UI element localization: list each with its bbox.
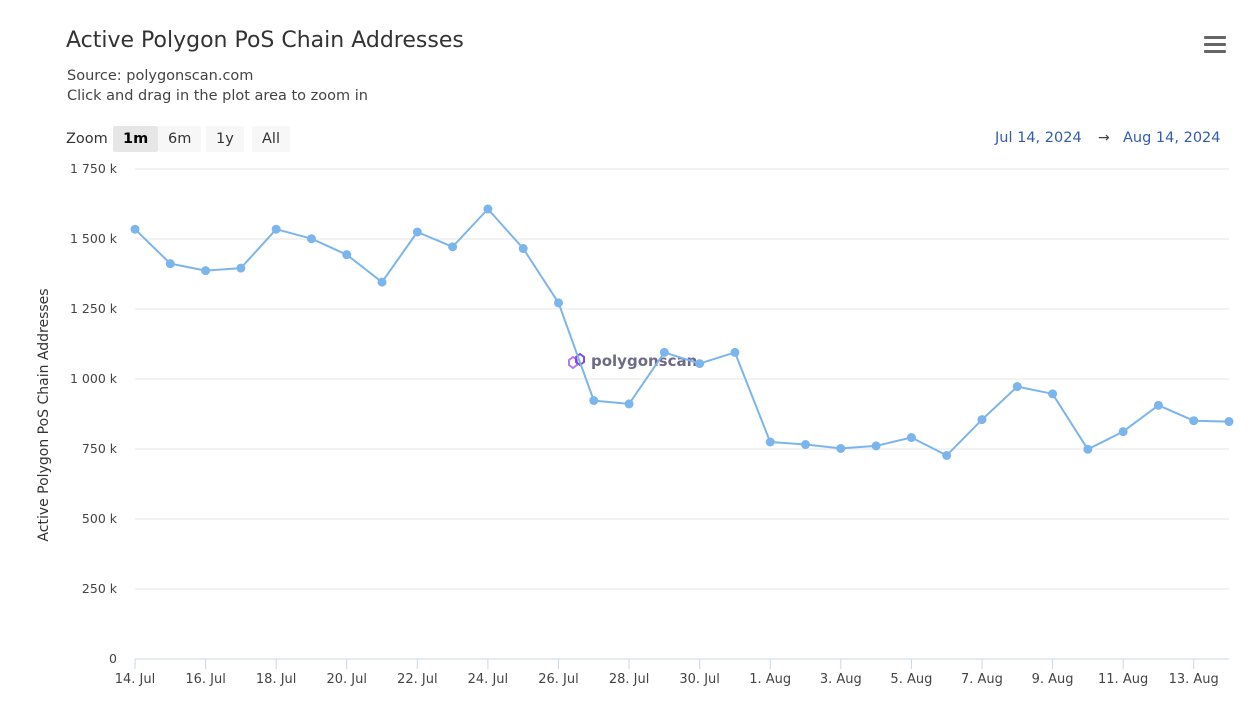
x-axis: 14. Jul 16. Jul 18. Jul 20. Jul 22. Jul 24. J…: [115, 659, 1219, 687]
x-tick-label: 28. Jul: [609, 672, 650, 687]
data-point[interactable]: [448, 242, 458, 252]
x-tick-label: 24. Jul: [468, 672, 509, 687]
zoom-button-6m[interactable]: 6m: [158, 126, 202, 152]
zoom-label: Zoom: [66, 131, 108, 147]
x-tick-label: 22. Jul: [397, 672, 438, 687]
polygon-logo-icon: [568, 352, 585, 370]
data-point[interactable]: [377, 277, 387, 287]
range-arrow: →: [1098, 130, 1110, 146]
data-point[interactable]: [412, 227, 422, 237]
y-tick-label: 1 500 k: [70, 231, 118, 246]
data-point[interactable]: [553, 298, 563, 308]
x-tick-label: 13. Aug: [1169, 672, 1219, 687]
grid-lines: [135, 168, 1229, 660]
series-line: [134, 208, 1230, 457]
y-axis: 0 250 k 500 k 750 k 1 000 k 1 250 k 1 500 k 1 7…: [70, 161, 118, 666]
zoom-button-1m[interactable]: 1m: [113, 126, 159, 152]
chart-source: Source: polygonscan.com: [67, 68, 254, 84]
x-tick-label: 20. Jul: [326, 672, 367, 687]
y-tick-label: 750 k: [82, 441, 118, 456]
data-point[interactable]: [236, 263, 246, 273]
x-tick-label: 30. Jul: [679, 672, 720, 687]
y-tick-label: 0: [109, 651, 117, 666]
data-point[interactable]: [165, 259, 175, 269]
zoom-button-all[interactable]: All: [252, 126, 290, 152]
data-point[interactable]: [342, 250, 352, 260]
y-tick-label: 1 000 k: [70, 371, 118, 386]
y-tick-label: 1 250 k: [70, 301, 118, 316]
data-point[interactable]: [201, 266, 211, 276]
data-point[interactable]: [483, 204, 493, 214]
x-tick-label: 16. Jul: [185, 672, 226, 687]
data-point[interactable]: [1012, 382, 1022, 392]
data-point[interactable]: [1189, 416, 1199, 426]
hamburger-menu-icon[interactable]: [1204, 36, 1226, 54]
x-tick-label: 26. Jul: [538, 672, 579, 687]
data-point[interactable]: [659, 347, 669, 357]
data-point[interactable]: [942, 450, 952, 460]
data-point[interactable]: [977, 415, 987, 425]
data-point[interactable]: [1153, 400, 1163, 410]
data-point[interactable]: [730, 347, 740, 357]
data-point[interactable]: [589, 396, 599, 406]
range-from-input[interactable]: Jul 14, 2024: [995, 130, 1082, 146]
data-point[interactable]: [518, 244, 528, 254]
data-point[interactable]: [306, 234, 316, 244]
data-point[interactable]: [871, 441, 881, 451]
data-point[interactable]: [906, 433, 916, 443]
data-point[interactable]: [836, 443, 846, 453]
range-to-input[interactable]: Aug 14, 2024: [1123, 130, 1221, 146]
watermark-text: polygonscan: [591, 352, 697, 370]
x-tick-label: 18. Jul: [256, 672, 297, 687]
chart-hint: Click and drag in the plot area to zoom …: [67, 88, 368, 104]
series-points[interactable]: [130, 204, 1234, 460]
x-tick-label: 3. Aug: [820, 672, 862, 687]
x-tick-label: 1. Aug: [749, 672, 791, 687]
data-point[interactable]: [624, 399, 634, 409]
data-point[interactable]: [695, 359, 705, 369]
data-point[interactable]: [1224, 417, 1234, 427]
data-point[interactable]: [801, 440, 811, 450]
data-point[interactable]: [765, 437, 775, 447]
data-point[interactable]: [271, 224, 281, 234]
y-tick-label: 250 k: [82, 581, 118, 596]
x-tick-label: 11. Aug: [1098, 672, 1148, 687]
x-tick-label: 7. Aug: [961, 672, 1003, 687]
series-polyline: [134, 208, 1230, 457]
zoom-button-1y[interactable]: 1y: [206, 126, 244, 152]
data-point[interactable]: [1118, 427, 1128, 437]
data-point[interactable]: [1048, 389, 1058, 399]
y-tick-label: 500 k: [82, 511, 118, 526]
y-tick-label: 1 750 k: [70, 161, 118, 176]
x-tick-label: 9. Aug: [1032, 672, 1074, 687]
data-point[interactable]: [130, 224, 140, 234]
x-tick-label: 5. Aug: [890, 672, 932, 687]
watermark: polygonscan: [568, 352, 697, 370]
chart-title: Active Polygon PoS Chain Addresses: [66, 28, 464, 53]
y-axis-title: Active Polygon PoS Chain Addresses: [36, 288, 52, 541]
data-point[interactable]: [1083, 444, 1093, 454]
x-tick-label: 14. Jul: [115, 672, 156, 687]
